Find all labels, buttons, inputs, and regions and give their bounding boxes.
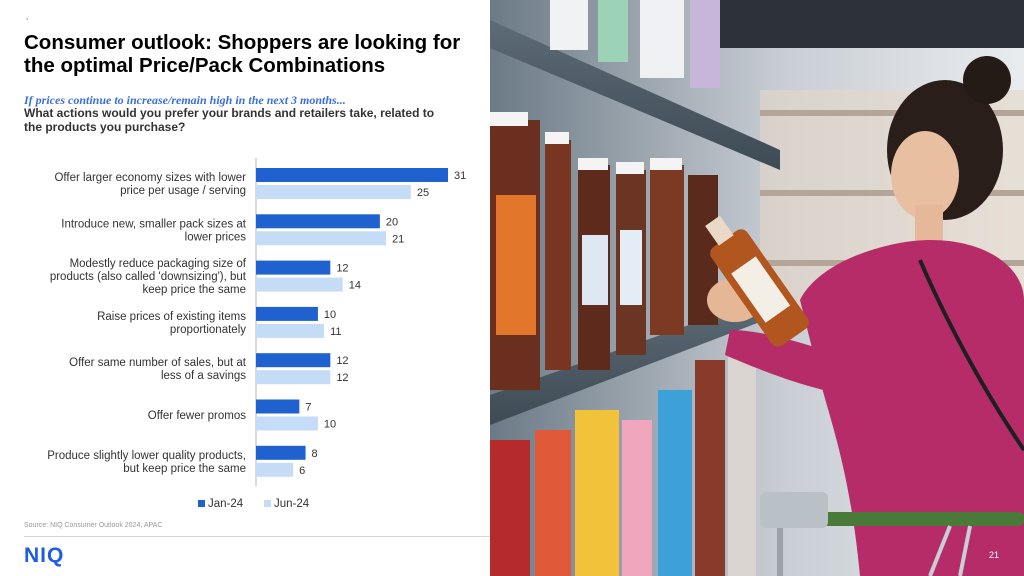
legend-swatch	[264, 500, 271, 507]
data-label: 7	[305, 402, 311, 414]
category-label-line: Offer same number of sales, but at	[69, 357, 247, 369]
category-label: Offer same number of sales, but at less o…	[69, 357, 247, 382]
category-label-line: Offer larger economy sizes with lower	[54, 172, 246, 184]
bar-jun24-4	[256, 370, 331, 385]
footer-divider	[24, 536, 490, 537]
page-number: 21	[989, 550, 1000, 560]
category-label: Introduce new, smaller pack sizes at lowe…	[61, 218, 247, 243]
data-label: 6	[299, 465, 305, 477]
bar-jun24-3	[256, 323, 325, 338]
slide-left-panel: , Consumer outlook: Shoppers are looking…	[0, 0, 490, 576]
category-label-line: lower prices	[185, 231, 247, 243]
bar-jun24-2	[256, 277, 343, 292]
tick-mark: ,	[26, 12, 29, 21]
legend-swatch	[198, 500, 205, 507]
source-note: Source: NIQ Consumer Outlook 2024, APAC	[24, 522, 163, 529]
bar-chart: 31 25 Offer larger economy sizes with lowe…	[47, 158, 466, 510]
category-label: Offer larger economy sizes with lower pri…	[54, 172, 246, 197]
bar-jun24-0	[256, 185, 411, 199]
category-label-line: proportionately	[170, 324, 246, 336]
category-label-line: Produce slightly lower quality products,	[47, 450, 246, 462]
category-label: Offer fewer promos	[148, 410, 246, 422]
data-label: 25	[417, 187, 429, 199]
bar-jun24-6	[256, 462, 294, 477]
bar-jan24-1	[256, 214, 380, 229]
survey-question: What actions would you prefer your brand…	[24, 106, 435, 134]
category-label-line: products (also called 'downsizing'), but	[50, 271, 247, 283]
category-label-line: price per usage / serving	[120, 185, 246, 197]
bar-jan24-3	[256, 306, 318, 321]
bar-jan24-6	[256, 445, 306, 460]
data-label: 21	[392, 233, 404, 245]
data-label: 12	[336, 372, 348, 384]
slide-title: Consumer outlook: Shoppers are looking f…	[24, 31, 461, 77]
bar-jun24-5	[256, 416, 318, 431]
data-label: 10	[324, 419, 336, 431]
category-label-line: Raise prices of existing items	[97, 311, 246, 323]
slide-subtitle: If prices continue to increase/remain hi…	[24, 93, 346, 107]
category-label: Raise prices of existing items proportion…	[97, 311, 246, 336]
data-label: 12	[336, 355, 348, 367]
data-label: 10	[324, 309, 336, 321]
data-label: 14	[349, 280, 361, 292]
data-label: 20	[386, 216, 398, 228]
shopper-photo	[490, 0, 1024, 576]
bar-jan24-5	[256, 399, 300, 414]
category-label-line: keep price the same	[142, 284, 246, 296]
category-label-line: but keep price the same	[123, 463, 246, 475]
legend-label: Jan-24	[208, 498, 244, 510]
category-label-line: Modestly reduce packaging size of	[70, 258, 247, 270]
category-label-line: less of a savings	[161, 370, 246, 382]
data-label: 8	[312, 448, 318, 460]
category-label-line: Offer fewer promos	[148, 410, 246, 422]
category-label: Modestly reduce packaging size of product…	[50, 258, 247, 296]
category-label: Produce slightly lower quality products,…	[47, 450, 246, 475]
bar-jan24-2	[256, 260, 331, 275]
bar-jan24-4	[256, 353, 331, 368]
bar-jun24-1	[256, 231, 387, 246]
category-label-line: Introduce new, smaller pack sizes at	[61, 218, 247, 230]
legend-label: Jun-24	[274, 498, 310, 510]
bar-jan24-0	[256, 168, 448, 182]
data-label: 11	[330, 326, 341, 338]
data-label: 12	[336, 263, 348, 275]
niq-logo: NIQ	[24, 544, 65, 567]
data-label: 31	[454, 170, 466, 182]
